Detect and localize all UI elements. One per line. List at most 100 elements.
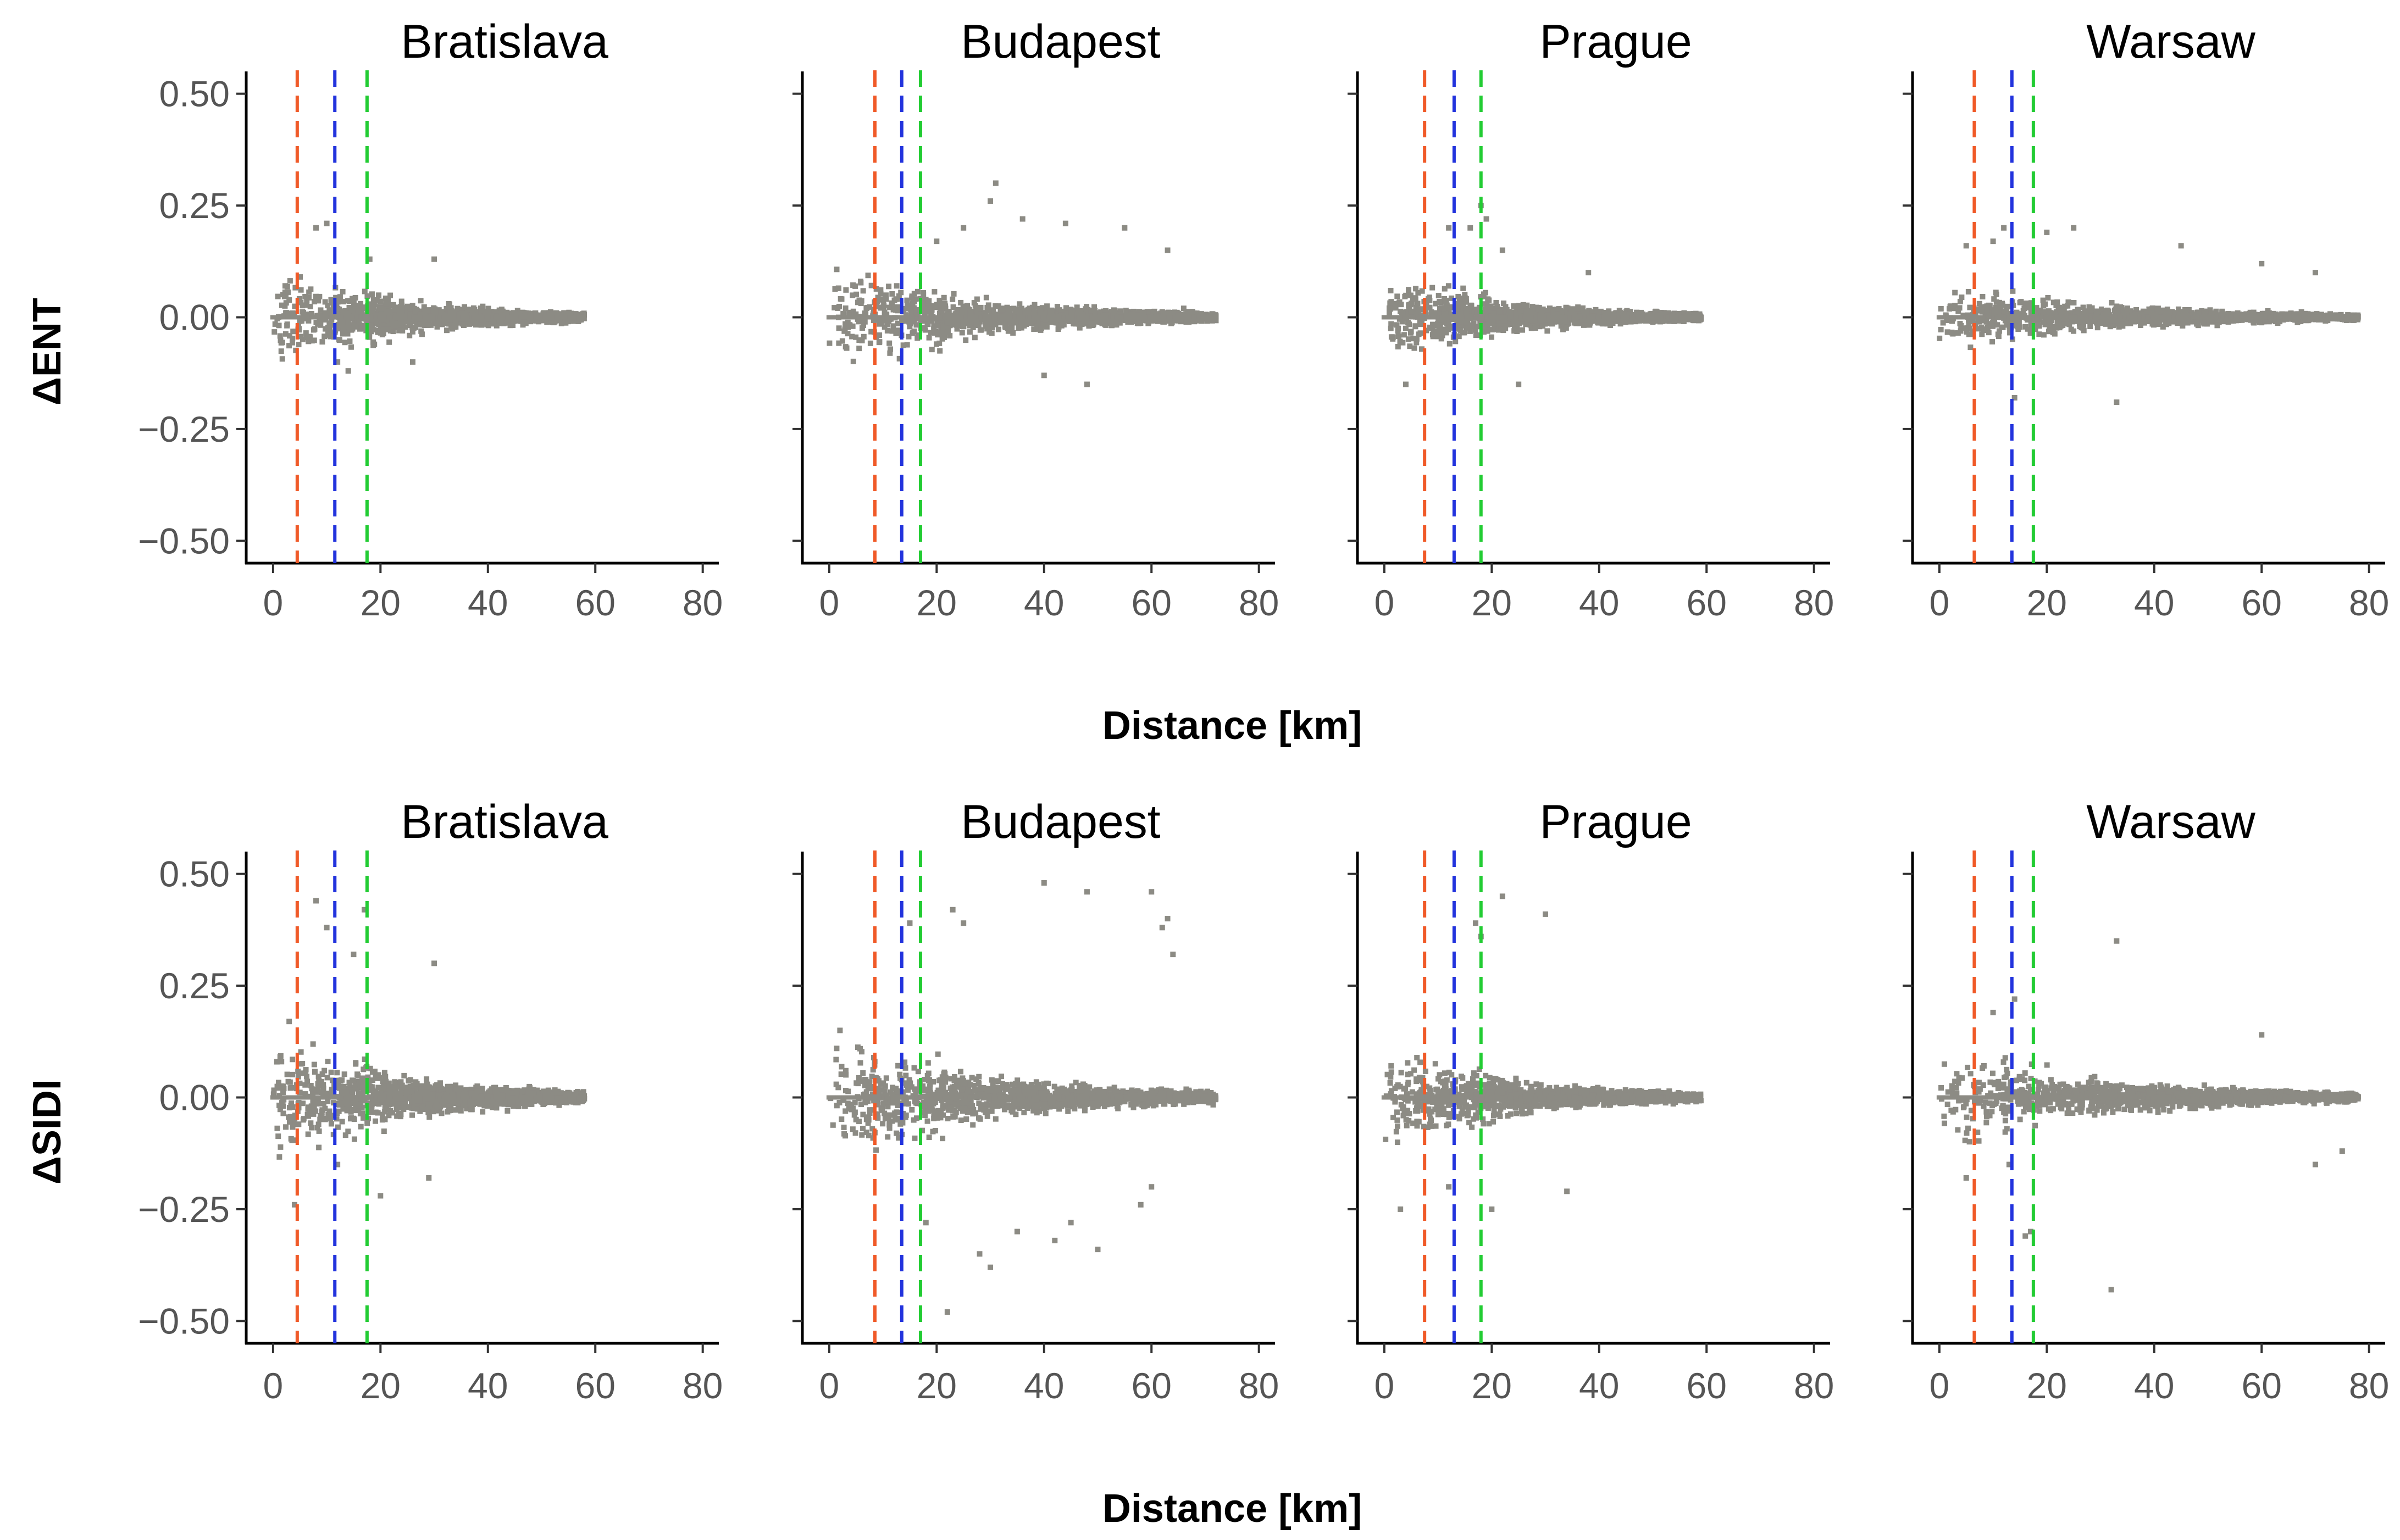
- data-point: [983, 318, 989, 324]
- data-point: [1408, 329, 1414, 335]
- data-point: [1038, 325, 1044, 331]
- data-point: [2213, 308, 2219, 314]
- data-point: [1569, 310, 1575, 316]
- data-point: [1463, 296, 1469, 302]
- data-point: [1607, 322, 1613, 328]
- data-point: [859, 337, 865, 343]
- data-point: [383, 312, 389, 318]
- data-point: [1483, 310, 1489, 316]
- data-point: [296, 342, 302, 348]
- data-point: [431, 256, 437, 262]
- data-point: [1414, 336, 1420, 342]
- data-point: [1448, 312, 1454, 318]
- data-point: [510, 322, 516, 328]
- data-point: [1062, 220, 1068, 226]
- data-point: [541, 310, 547, 316]
- data-point: [897, 307, 903, 313]
- data-point: [947, 333, 953, 339]
- data-point: [1040, 321, 1046, 327]
- data-point: [896, 293, 902, 299]
- data-point: [1529, 304, 1536, 310]
- data-point: [579, 311, 585, 317]
- data-point: [910, 330, 916, 336]
- data-point: [303, 330, 309, 336]
- data-point: [967, 310, 973, 316]
- data-point: [1446, 225, 1452, 231]
- data-point: [1399, 319, 1405, 325]
- x-tick-label: 40: [1579, 582, 1619, 623]
- data-point: [1010, 330, 1016, 336]
- data-point: [1043, 317, 1049, 323]
- data-point: [346, 321, 352, 327]
- data-point: [1016, 325, 1022, 331]
- x-tick-label: 20: [361, 582, 401, 623]
- data-point: [380, 331, 386, 337]
- data-point: [1029, 320, 1035, 326]
- data-point: [838, 296, 844, 302]
- data-point: [1539, 323, 1545, 329]
- data-point: [1624, 308, 1630, 314]
- data-point: [1199, 318, 1205, 324]
- data-point: [415, 320, 422, 326]
- data-point: [510, 318, 516, 324]
- data-point: [1028, 316, 1034, 323]
- data-point: [1109, 323, 1115, 329]
- data-point: [944, 320, 950, 326]
- data-point: [971, 300, 977, 306]
- data-point: [1540, 306, 1546, 312]
- data-point: [379, 323, 385, 329]
- data-point: [1180, 305, 1187, 312]
- data-point: [1544, 307, 1550, 313]
- data-point: [926, 335, 932, 341]
- data-point: [1579, 316, 1586, 323]
- data-point: [375, 327, 381, 333]
- data-point: [1481, 317, 1487, 323]
- data-point: [972, 310, 978, 316]
- data-point: [1445, 320, 1451, 326]
- data-point: [436, 320, 442, 326]
- data-point: [381, 326, 387, 332]
- data-point: [378, 311, 384, 317]
- data-point: [1449, 295, 1455, 301]
- data-point: [2047, 325, 2053, 331]
- x-tick-label: 20: [1472, 582, 1512, 623]
- y-tick-label: −0.25: [138, 409, 230, 449]
- data-point: [850, 308, 856, 314]
- data-point: [967, 320, 973, 326]
- data-point: [951, 291, 957, 297]
- data-point: [282, 283, 288, 289]
- data-point: [453, 316, 459, 323]
- data-point: [1134, 312, 1140, 318]
- data-point: [880, 318, 886, 324]
- data-point: [1458, 301, 1464, 307]
- data-point: [882, 309, 888, 315]
- data-point: [1430, 321, 1436, 327]
- data-point: [1487, 319, 1493, 325]
- data-point: [909, 295, 915, 301]
- data-point: [470, 317, 476, 323]
- data-point: [491, 318, 497, 324]
- data-point: [827, 340, 833, 346]
- data-point: [1037, 310, 1043, 316]
- data-point: [306, 318, 312, 324]
- data-point: [1453, 338, 1459, 344]
- data-point: [868, 282, 874, 288]
- data-point: [434, 324, 440, 330]
- data-point: [326, 308, 332, 314]
- data-point: [836, 303, 843, 309]
- data-point: [1523, 310, 1529, 316]
- data-point: [1419, 288, 1425, 294]
- data-point: [1088, 308, 1094, 314]
- data-point: [1117, 311, 1123, 317]
- data-point: [1653, 308, 1659, 314]
- data-point: [1012, 311, 1018, 317]
- data-point: [1123, 308, 1129, 314]
- data-point: [940, 323, 946, 329]
- data-point: [1089, 320, 1095, 326]
- data-point: [1423, 327, 1429, 333]
- data-point: [447, 317, 453, 323]
- data-point: [1063, 305, 1069, 311]
- data-point: [1472, 327, 1478, 333]
- data-point: [862, 310, 868, 316]
